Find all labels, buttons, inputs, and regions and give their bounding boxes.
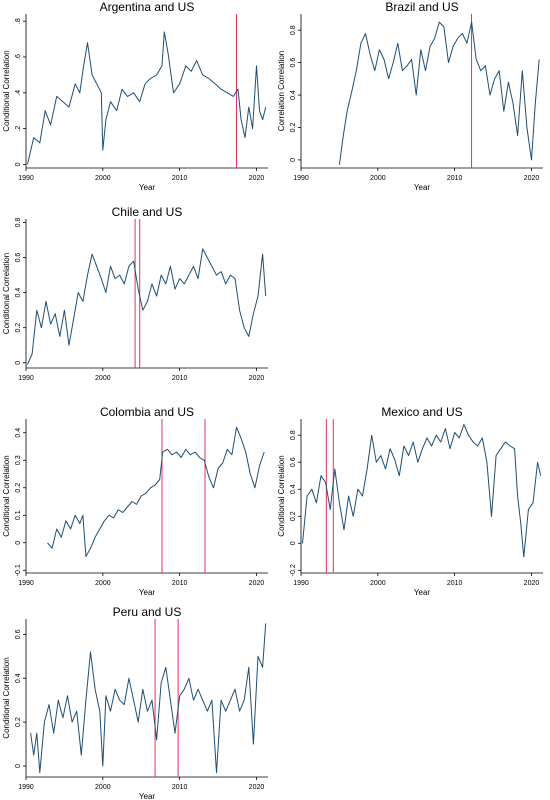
x-tick-label: 1990 <box>293 580 309 587</box>
x-axis-label: Year <box>414 183 431 192</box>
correlation-series-line <box>27 248 267 365</box>
chart-panel-1: Brazil and US Correlation Correlation Year… <box>277 0 543 192</box>
y-axis-label: Conditional Correlation <box>2 455 11 536</box>
y-tick-label: 0.4 <box>15 428 22 438</box>
y-tick-label: 0.6 <box>15 629 22 639</box>
x-tick-label: 1990 <box>18 175 34 182</box>
y-tick-label: .4 <box>15 90 22 96</box>
x-tick-label: 2020 <box>249 175 265 182</box>
x-tick-label: 1990 <box>293 175 309 182</box>
x-tick-label: 2010 <box>447 580 463 587</box>
chart-title: Colombia and US <box>100 405 194 419</box>
x-tick-label: 2000 <box>95 175 111 182</box>
x-axis-label: Year <box>139 183 156 192</box>
x-tick-label: 2020 <box>249 580 265 587</box>
y-tick-label: 0.6 <box>290 58 297 68</box>
x-axis-label: Year <box>414 588 431 597</box>
y-tick-label: 0.4 <box>15 288 22 298</box>
x-axis-label: Year <box>139 792 156 800</box>
x-tick-label: 2020 <box>524 175 540 182</box>
y-tick-label: 0.2 <box>15 323 22 333</box>
y-tick-label: 0.2 <box>15 717 22 727</box>
y-tick-label: 0.6 <box>290 457 297 467</box>
x-tick-label: 1990 <box>18 784 34 791</box>
x-tick-label: 2000 <box>95 375 111 382</box>
y-tick-label: 0 <box>290 158 297 162</box>
x-tick-label: 1990 <box>18 580 34 587</box>
y-tick-label: 0 <box>15 361 22 365</box>
x-tick-label: 2020 <box>249 784 265 791</box>
x-tick-label: 1990 <box>18 375 34 382</box>
correlation-series-line <box>30 623 267 774</box>
x-tick-label: 2010 <box>172 375 188 382</box>
correlation-series-line <box>47 426 265 557</box>
chart-panel-4: Mexico and US Conditional Correlation Year… <box>277 405 543 597</box>
x-tick-label: 2010 <box>172 580 188 587</box>
y-tick-label: 0.3 <box>15 455 22 465</box>
y-tick-label: 0.8 <box>15 218 22 228</box>
x-tick-label: 2010 <box>172 175 188 182</box>
y-axis-label: Conditional Correlation <box>277 455 286 536</box>
y-tick-label: 0.2 <box>290 123 297 133</box>
y-tick-label: 0 <box>15 764 22 768</box>
chart-panel-2: Chile and US Conditional Correlation 0 0.2 0… <box>2 205 268 382</box>
y-tick-label: -0.1 <box>15 564 22 576</box>
x-tick-label: 2010 <box>172 784 188 791</box>
x-tick-label: 2000 <box>370 580 386 587</box>
x-tick-label: 2020 <box>524 580 540 587</box>
y-tick-label: 0.8 <box>290 430 297 440</box>
y-tick-label: 0.1 <box>15 510 22 520</box>
y-tick-label: -0.2 <box>290 564 297 576</box>
y-axis-label: Correlation Correlation <box>277 51 286 131</box>
y-tick-label: 0 <box>290 541 297 545</box>
chart-panel-5: Peru and US Conditional Correlation Year 0 0… <box>2 605 268 800</box>
y-tick-label: 0 <box>15 541 22 545</box>
chart-title: Peru and US <box>113 605 182 619</box>
x-axis-label: Year <box>139 588 156 597</box>
y-tick-label: 0.4 <box>15 673 22 683</box>
chart-title: Chile and US <box>112 205 183 219</box>
y-tick-label: .6 <box>15 54 22 60</box>
y-tick-label: 0 <box>15 162 22 166</box>
x-tick-label: 2010 <box>447 175 463 182</box>
chart-panel-3: Colombia and US Conditional Correlation Ye… <box>2 405 268 597</box>
chart-title: Argentina and US <box>100 0 195 14</box>
chart-panel-0: Argentina and US Conditional Correlation Y… <box>2 0 268 192</box>
y-tick-label: 0.8 <box>290 25 297 35</box>
correlation-series-line <box>338 21 540 165</box>
chart-title: Brazil and US <box>385 0 458 14</box>
y-axis-label: Conditional Correlation <box>2 253 11 334</box>
x-tick-label: 2000 <box>95 784 111 791</box>
correlation-series-line <box>302 423 542 558</box>
y-tick-label: 0.6 <box>15 253 22 263</box>
chart-title: Mexico and US <box>381 405 462 419</box>
y-tick-label: .8 <box>15 18 22 24</box>
x-tick-label: 2020 <box>249 375 265 382</box>
y-axis-label: Conditional Correlation <box>2 657 11 738</box>
x-tick-label: 2000 <box>95 580 111 587</box>
y-tick-label: 0.2 <box>15 483 22 493</box>
x-tick-label: 2000 <box>370 175 386 182</box>
y-tick-label: 0.4 <box>290 90 297 100</box>
y-tick-label: .2 <box>15 126 22 132</box>
y-tick-label: 0.4 <box>290 484 297 494</box>
correlation-series-line <box>27 31 267 165</box>
y-tick-label: 0.2 <box>290 511 297 521</box>
y-axis-label: Conditional Correlation <box>2 50 11 131</box>
